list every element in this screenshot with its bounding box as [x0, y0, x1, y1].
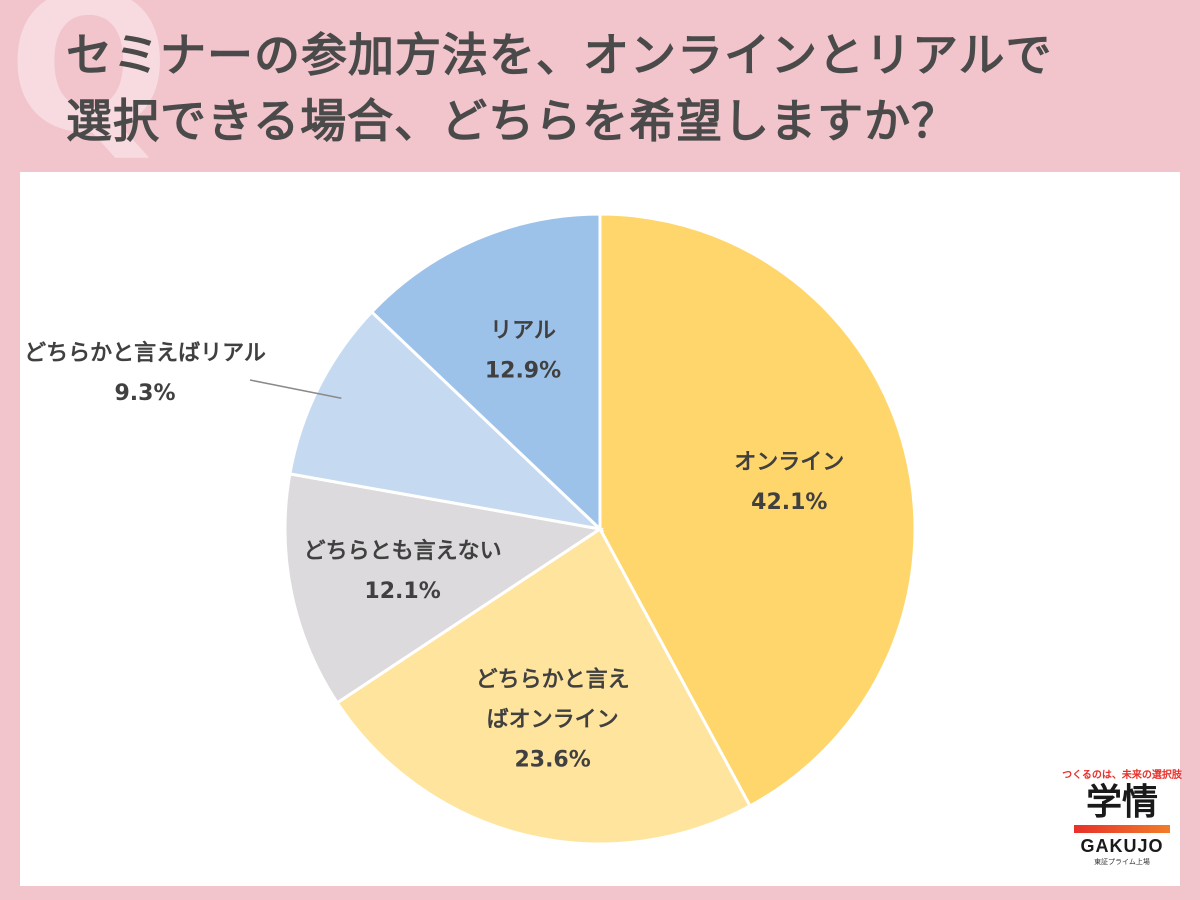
logo-sub: 東証プライム上場: [1094, 858, 1150, 866]
logo-bar: [1074, 825, 1170, 833]
pie-slice: [288, 309, 605, 532]
gakujo-logo: つくるのは、未来の選択肢 学情 GAKUJO 東証プライム上場: [1062, 766, 1182, 867]
slice-category-label: どちらかと言え: [476, 666, 630, 692]
page-title: セミナーの参加方法を、オンラインとリアルで 選択できる場合、どちらを希望しますか…: [66, 22, 1176, 154]
title-line-2: 選択できる場合、どちらを希望しますか？: [66, 94, 959, 148]
chart-panel: オンライン 42.1% どちらかと言え ばオンライン 23.6% どちらとも言えない 12.…: [20, 172, 1180, 886]
logo-kanji: 学情: [1085, 782, 1158, 823]
slice-value-label: 23.6%: [514, 747, 590, 772]
leader-line: [249, 379, 342, 399]
slice-value-label: 12.9%: [485, 359, 561, 384]
decorative-q-mark: Q: [8, 0, 170, 175]
slice-category-label: リアル: [490, 319, 556, 344]
pie-slice: [369, 212, 602, 533]
slice-category-label: ばオンライン: [487, 707, 619, 732]
slice-category-label: どちらかと言えばリアル: [24, 340, 266, 366]
pie-slice: [598, 212, 917, 809]
logo-tagline: つくるのは、未来の選択肢: [1062, 770, 1182, 781]
title-line-1: セミナーの参加方法を、オンラインとリアルで: [66, 28, 1053, 82]
slice-value-label: 12.1%: [364, 579, 440, 604]
slice-category-label: どちらとも言えない: [304, 538, 502, 564]
slice-category-label: オンライン: [734, 450, 844, 475]
logo-name: GAKUJO: [1080, 836, 1164, 856]
pie-slice: [335, 526, 753, 846]
slice-value-label: 42.1%: [751, 490, 827, 515]
slice-value-label: 9.3%: [114, 381, 175, 406]
pie-slice: [283, 472, 604, 705]
